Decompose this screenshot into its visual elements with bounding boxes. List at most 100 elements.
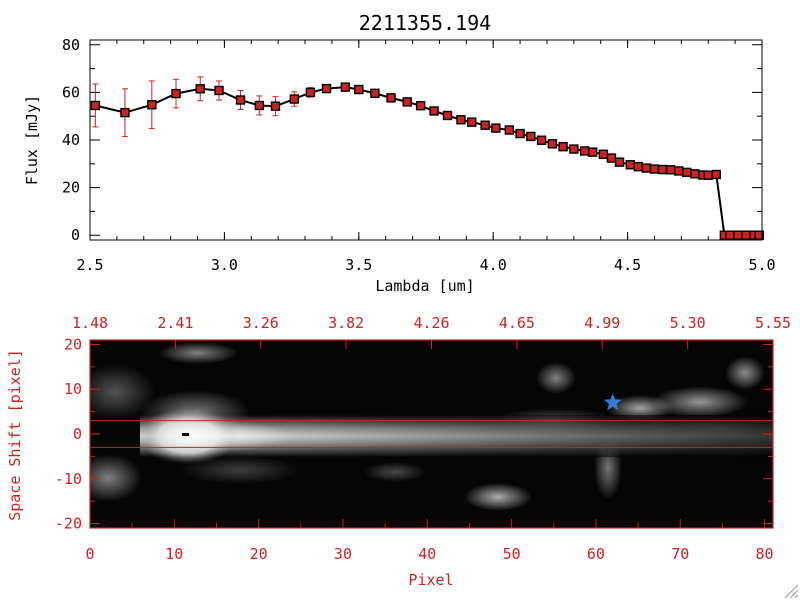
image-ticks: 0 10 20 30 40 50 60 70 80 -20 -10 0 10 20 1.48 2.41 3.26…: [55, 314, 791, 563]
image-axes-frame: [89, 339, 774, 529]
spectrum-ylabel: Flux [mJy]: [23, 95, 41, 185]
spectrum-data-point: [321, 83, 332, 94]
image-top-tick-label: 4.26: [413, 314, 449, 332]
image-x-tick-label: 70: [671, 545, 689, 563]
trace-peak-marker: [182, 433, 189, 436]
spectrum-y-tick-label: 40: [62, 131, 80, 149]
spectrum-y-tick-label: 80: [62, 36, 80, 54]
spectrum-data-point: [725, 230, 735, 240]
spectrum-data-point: [665, 165, 676, 175]
spectrum-data-point: [526, 131, 536, 142]
image-top-tick-label: 3.26: [243, 314, 279, 332]
image-x-tick-label: 0: [85, 545, 94, 563]
spectrum-line: [95, 86, 760, 237]
spectrum-x-tick-label: 3.5: [345, 256, 372, 274]
resize-grip-icon[interactable]: [784, 584, 799, 599]
spectrum-data-point: [195, 84, 205, 94]
spectrum-data-point: [480, 120, 490, 130]
spectrum-data-point: [515, 128, 525, 139]
spectrum-data-point: [504, 125, 515, 135]
spectrum-y-tick-label: 0: [71, 226, 80, 244]
image-panel: 0 10 20 30 40 50 60 70 80 -20 -10 0 10 20 1.48 2.41 3.26…: [6, 314, 791, 589]
spectrum-data-point: [340, 82, 351, 92]
image-x-tick-label: 60: [587, 545, 605, 563]
image-x-tick-label: 40: [418, 545, 436, 563]
spectrum-data-point: [741, 230, 751, 240]
spectrum-data-point: [270, 101, 281, 111]
spectrum-data-point: [354, 84, 364, 95]
source-star-shape: [603, 393, 622, 411]
spectrum-data-point: [569, 144, 579, 154]
spectrum-data-point: [633, 161, 644, 172]
spectrum-data-point: [536, 135, 547, 145]
spectrum-y-tick-label: 60: [62, 83, 80, 101]
spectrum-data-point: [456, 115, 466, 125]
image-top-tick-label: 5.30: [670, 314, 706, 332]
spectrum-data-point: [289, 94, 299, 104]
image-y-tick-label: 0: [73, 425, 82, 443]
spectrum-data-point: [614, 157, 625, 167]
spectrum-data-point: [641, 163, 652, 173]
image-y-tick-label: 10: [64, 380, 82, 398]
spectrum-axes-frame: [89, 39, 763, 241]
spectral-image: [90, 340, 773, 528]
source-star-icon: [603, 393, 622, 411]
spectrum-data-point: [147, 100, 157, 110]
spectrum-data-point: [606, 153, 617, 163]
image-xlabel: Pixel: [408, 571, 453, 589]
spectrum-data-point: [491, 123, 501, 133]
spectrum-data-point: [171, 88, 181, 99]
spectrum-data-point: [415, 101, 426, 111]
spectrum-data-point: [429, 106, 439, 116]
spectrum-data-point: [120, 107, 130, 118]
spectrum-panel: 2211355.194 2.5 3.0 3.5 4.0 4.5 5.0020406080 …: [23, 11, 776, 295]
spectrum-data-point: [711, 169, 722, 180]
spectrum-x-tick-label: 2.5: [76, 256, 103, 274]
image-x-tick-label: 80: [756, 545, 774, 563]
spectrum-data-point: [558, 141, 568, 152]
image-top-tick-label: 4.99: [584, 314, 620, 332]
image-ylabel: Space Shift [pixel]: [6, 349, 24, 521]
spectrum-data-point: [370, 88, 380, 99]
spectrum-data-point: [466, 117, 477, 127]
spectrum-xlabel: Lambda [um]: [375, 277, 474, 295]
spectrum-data-point: [733, 230, 743, 240]
spectrum-data-point: [579, 146, 590, 156]
image-y-tick-label: -10: [55, 470, 82, 488]
spectrum-data-point: [690, 169, 700, 179]
image-top-tick-label: 4.65: [499, 314, 535, 332]
image-y-tick-label: -20: [55, 515, 82, 533]
spectrum-data-point: [305, 87, 316, 98]
image-y-tick-label: 20: [64, 335, 82, 353]
spectrum-data-point: [673, 166, 684, 176]
spectrum-x-tick-label: 4.0: [480, 256, 507, 274]
spectrum-data-point: [657, 164, 668, 175]
spectrum-data-point: [235, 95, 246, 105]
image-x-tick-label: 30: [334, 545, 352, 563]
spectrum-data-point: [386, 93, 396, 103]
image-top-tick-label: 2.41: [157, 314, 193, 332]
spectrum-data-point: [90, 100, 101, 111]
spectrum-data-point: [214, 85, 224, 96]
spectrum-data-point: [547, 139, 558, 149]
image-top-tick-label: 5.55: [755, 314, 791, 332]
image-x-tick-label: 10: [165, 545, 183, 563]
spectrum-data-point: [703, 170, 713, 180]
spectrum-data-point: [754, 230, 765, 240]
spectrum-data-point: [625, 160, 635, 170]
spectrum-x-tick-label: 3.0: [211, 256, 238, 274]
image-x-tick-label: 20: [250, 545, 268, 563]
spectrum-y-tick-label: 20: [62, 179, 80, 197]
spectrum-x-tick-label: 4.5: [614, 256, 641, 274]
spectrum-data-point: [587, 147, 598, 157]
image-top-tick-label: 3.82: [328, 314, 364, 332]
image-x-tick-label: 50: [503, 545, 521, 563]
spectrum-data-point: [442, 110, 453, 121]
spectrum-ticks: 2.5 3.0 3.5 4.0 4.5 5.0 0 20 40 60 80: [62, 36, 776, 274]
spectrum-markers: [90, 82, 765, 240]
spectrum-title: 2211355.194: [359, 11, 491, 35]
spectrum-data-point: [402, 97, 412, 107]
spectrum-data-point: [682, 167, 692, 178]
spectrum-data-point: [254, 100, 265, 111]
